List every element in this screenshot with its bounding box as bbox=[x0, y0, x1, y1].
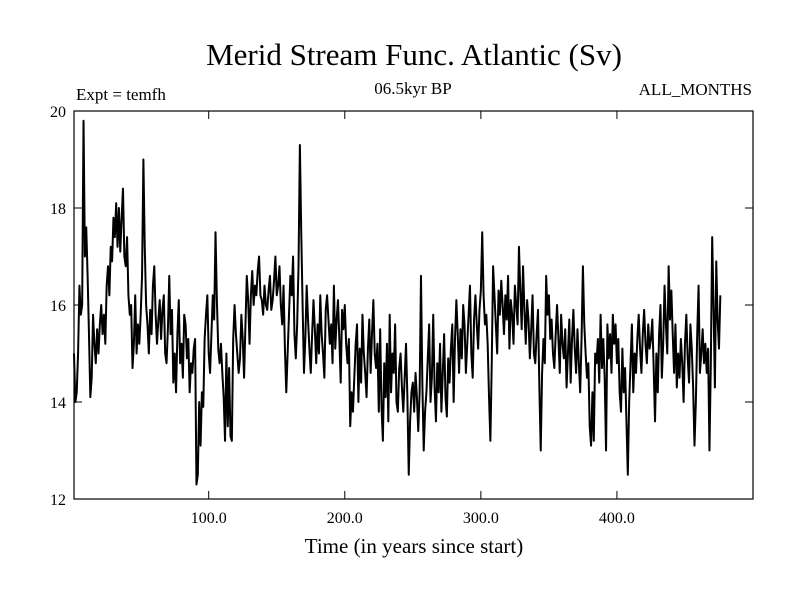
x-axis-ticks: 100.0 200.0 300.0 400.0 bbox=[191, 111, 635, 527]
x-tick-label: 300.0 bbox=[463, 510, 499, 527]
series-line bbox=[73, 119, 722, 486]
x-tick-label: 200.0 bbox=[327, 510, 363, 527]
experiment-label: Expt = temfh bbox=[76, 85, 166, 104]
y-tick-label: 12 bbox=[50, 492, 66, 509]
y-axis-ticks: 12 14 16 18 20 bbox=[50, 104, 753, 509]
x-tick-label: 400.0 bbox=[599, 510, 635, 527]
x-axis-label: Time (in years since start) bbox=[305, 534, 524, 558]
y-tick-label: 16 bbox=[50, 298, 66, 315]
x-tick-label: 100.0 bbox=[191, 510, 227, 527]
y-tick-label: 20 bbox=[50, 104, 66, 121]
y-tick-label: 18 bbox=[50, 201, 66, 218]
months-label: ALL_MONTHS bbox=[639, 80, 752, 99]
plot-frame bbox=[73, 110, 754, 500]
chart-title: Merid Stream Func. Atlantic (Sv) bbox=[206, 37, 622, 72]
period-label: 06.5kyr BP bbox=[374, 79, 451, 98]
y-tick-label: 14 bbox=[50, 395, 66, 412]
